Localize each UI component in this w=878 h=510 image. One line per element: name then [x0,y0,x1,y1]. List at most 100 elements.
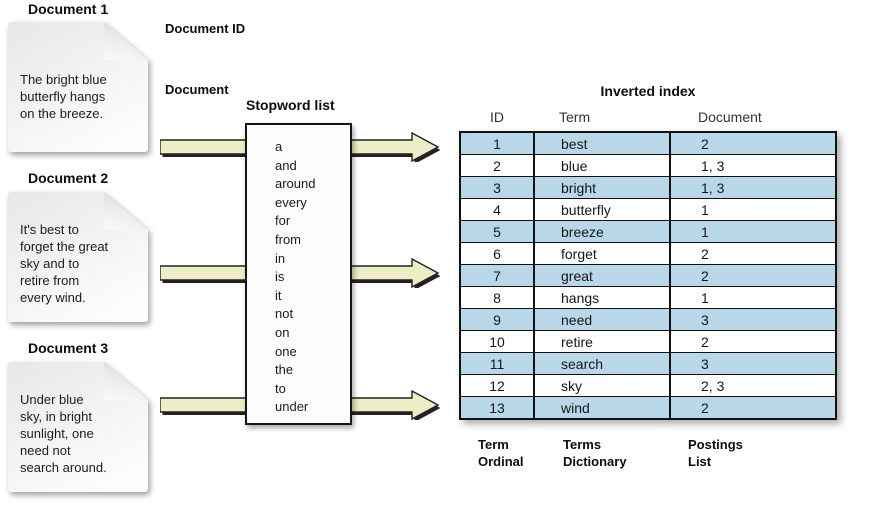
folded-corner-icon [104,22,148,60]
cell-term: retire [535,331,671,352]
footnote-line: Postings [688,437,743,452]
cell-documents: 2 [701,399,709,416]
folded-corner-icon [104,362,148,400]
cell-documents: 1 [701,289,709,306]
table-row: 2 blue 1, 3 [461,155,835,177]
document-1-icon: The bright blue butterfly hangs on the b… [8,22,148,152]
table-row: 7 great 2 [461,265,835,287]
stopword: one [275,343,297,359]
document-2-text: It's best to forget the great sky and to… [8,209,108,306]
stopword: the [275,362,294,378]
stopword: and [275,157,297,173]
document-text-line: sunlight, one [20,425,94,441]
table-row: 3 bright 1, 3 [461,177,835,199]
table-row: 12 sky 2, 3 [461,375,835,397]
cell-term: hangs [535,287,671,308]
cell-id: 10 [461,331,535,352]
cell-term: great [535,265,671,286]
folded-corner-icon [104,192,148,230]
stopword: to [275,380,286,396]
document-text-line: on the breeze. [20,105,104,121]
document-text-line: butterfly hangs [20,88,106,104]
footnote-postings-list: Postings List [688,436,743,470]
cell-documents: 3 [701,311,709,328]
stopword-list-title: Stopword list [246,97,335,113]
document-text-line: retire from [20,272,80,288]
stopword: is [275,269,285,285]
table-row: 10 retire 2 [461,331,835,353]
footnote-line: Term [478,437,509,452]
document-label: Document [165,82,229,97]
document-text-line: need not [20,442,71,458]
cell-id: 3 [461,177,535,198]
cell-id: 1 [461,133,535,154]
stopword: around [275,176,316,192]
cell-id: 12 [461,375,535,396]
cell-documents: 3 [701,355,709,372]
cell-id: 6 [461,243,535,264]
document-text-line: Under blue [20,391,84,407]
table-row: 9 need 3 [461,309,835,331]
document-3-title: Document 3 [28,340,109,356]
cell-term: need [535,309,671,330]
inverted-index-table: 1 best 2 2 blue 1, 3 3 bright 1, 3 4 but… [459,131,837,420]
table-row: 8 hangs 1 [461,287,835,309]
cell-documents: 2 [701,267,709,284]
cell-term: forget [535,243,671,264]
cell-id: 4 [461,199,535,220]
cell-id: 7 [461,265,535,286]
document-text-line: every wind. [20,289,86,305]
footnote-line: Terms [563,437,602,452]
document-1-title: Document 1 [28,1,109,17]
cell-term: wind [535,397,671,418]
cell-id: 8 [461,287,535,308]
cell-documents: 1, 3 [701,179,725,196]
document-text-line: It's best to [20,221,79,237]
cell-id: 2 [461,155,535,176]
stopword: from [275,231,301,247]
cell-documents: 1 [701,201,709,218]
column-header-document: Document [698,109,762,125]
document-1-text: The bright blue butterfly hangs on the b… [8,53,107,122]
table-row: 4 butterfly 1 [461,199,835,221]
table-row: 13 wind 2 [461,397,835,418]
cell-term: best [535,133,671,154]
footnote-terms-dictionary: Terms Dictionary [563,436,627,470]
cell-documents: 1 [701,223,709,240]
cell-documents: 1, 3 [701,157,725,174]
table-row: 6 forget 2 [461,243,835,265]
stopword-list-box: a and around every for from in is it not… [245,123,352,425]
cell-term: breeze [535,221,671,242]
stopword: every [275,194,307,210]
cell-term: bright [535,177,671,198]
cell-term: sky [535,375,671,396]
cell-term: butterfly [535,199,671,220]
document-text-line: sky and to [20,255,80,271]
column-header-id: ID [490,109,504,125]
table-row: 11 search 3 [461,353,835,375]
stopword: it [275,287,282,303]
cell-documents: 2 [701,333,709,350]
column-header-term: Term [559,109,591,125]
cell-documents: 2 [701,135,709,152]
stopword: not [275,306,294,322]
footnote-line: Ordinal [478,454,524,469]
document-text-line: The bright blue [20,71,107,87]
document-text-line: sky, in bright [20,408,93,424]
cell-term: blue [535,155,671,176]
stopword: on [275,324,290,340]
cell-id: 9 [461,309,535,330]
cell-documents: 2 [701,245,709,262]
stopword: in [275,250,286,266]
document-3-icon: Under blue sky, in bright sunlight, one … [8,362,148,492]
document-2-title: Document 2 [28,170,109,186]
stopword: under [275,399,309,415]
document-2-icon: It's best to forget the great sky and to… [8,192,148,322]
cell-id: 5 [461,221,535,242]
stopword: a [275,139,283,154]
stopword: for [275,213,291,229]
footnote-term-ordinal: Term Ordinal [478,436,524,470]
document-text-line: search around. [20,459,107,475]
document-id-label: Document ID [165,21,246,36]
